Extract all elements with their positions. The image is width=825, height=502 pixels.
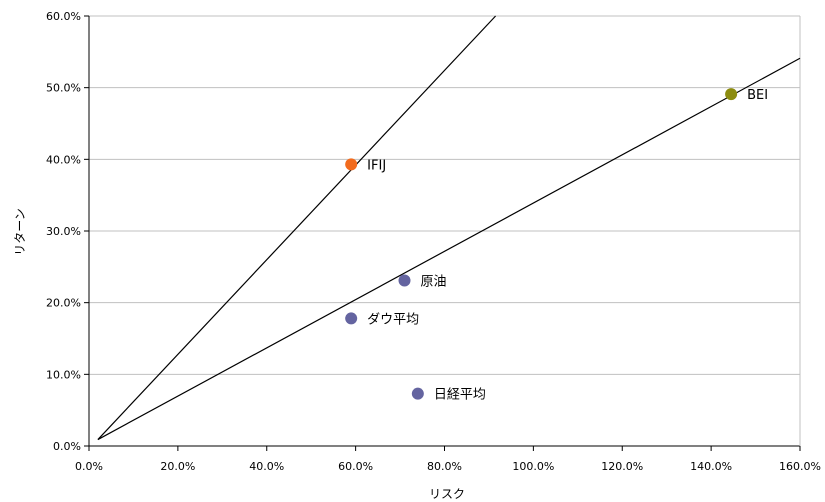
x-tick-label-8: 160.0% xyxy=(779,460,821,473)
y-tick-label-3: 30.0% xyxy=(46,225,81,238)
y-tick-label-4: 40.0% xyxy=(46,153,81,166)
x-tick-labels: 0.0% 20.0% 40.0% 60.0% 80.0% 100.0% 120.0% 140.… xyxy=(75,460,821,473)
x-tick-label-2: 40.0% xyxy=(249,460,284,473)
point-label-4: ダウ平均 xyxy=(367,312,419,327)
x-tick-label-1: 20.0% xyxy=(160,460,195,473)
reference-line-1 xyxy=(97,15,497,440)
point-label-2: BEI xyxy=(747,88,768,103)
data-point-4 xyxy=(345,312,358,325)
y-tick-label-5: 50.0% xyxy=(46,82,81,95)
y-tick-label-2: 20.0% xyxy=(46,297,81,310)
axes xyxy=(84,15,801,451)
data-points xyxy=(345,88,738,400)
gridlines xyxy=(89,15,800,375)
x-axis-title: リスク xyxy=(429,487,465,501)
y-tick-label-6: 60.0% xyxy=(46,10,81,23)
reference-lines xyxy=(97,15,801,441)
x-tick-label-6: 120.0% xyxy=(601,460,643,473)
x-tick-label-7: 140.0% xyxy=(690,460,732,473)
x-tick-label-0: 0.0% xyxy=(75,460,103,473)
y-tick-labels: 0.0% 10.0% 20.0% 30.0% 40.0% 50.0% 60.0% xyxy=(46,10,81,453)
point-label-3: 原油 xyxy=(421,274,447,289)
point-label-1: IFIJ xyxy=(367,158,386,173)
y-tick-label-0: 0.0% xyxy=(53,440,81,453)
x-tick-label-4: 80.0% xyxy=(427,460,462,473)
y-axis-title: リターン xyxy=(13,208,27,255)
data-point-3 xyxy=(398,274,411,287)
x-tick-label-3: 60.0% xyxy=(338,460,373,473)
reference-line-2 xyxy=(97,57,801,441)
data-point-1 xyxy=(345,158,358,171)
data-point-5 xyxy=(411,387,424,400)
x-tick-label-5: 100.0% xyxy=(512,460,554,473)
point-label-5: 日経平均 xyxy=(434,388,486,403)
data-point-2 xyxy=(725,88,738,101)
y-tick-label-1: 10.0% xyxy=(46,368,81,381)
